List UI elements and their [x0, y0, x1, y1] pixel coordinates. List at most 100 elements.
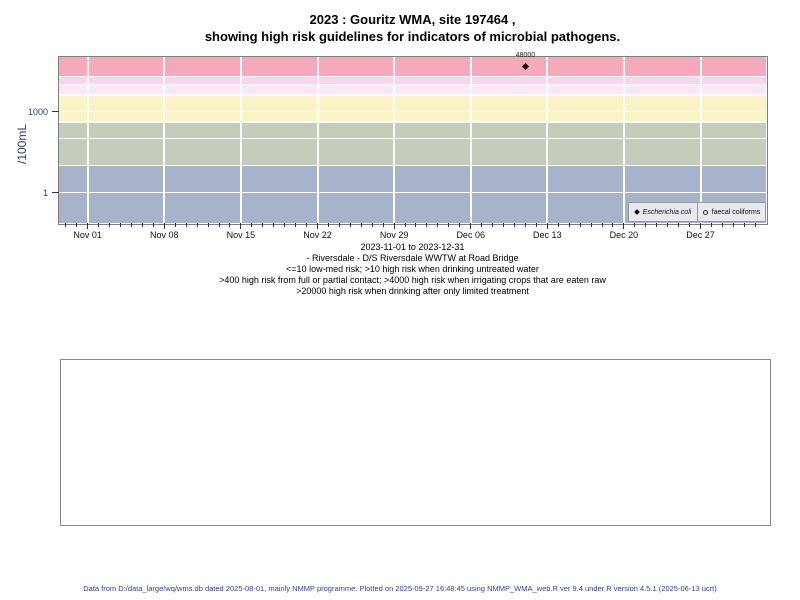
- h-gridline: [59, 121, 766, 123]
- x-axis-minor-tick: [568, 223, 570, 227]
- h-gridline: [59, 110, 766, 113]
- x-axis-minor-tick: [218, 223, 220, 227]
- x-axis-minor-tick: [754, 223, 756, 227]
- x-axis-major-tick: [623, 223, 625, 229]
- y-axis-tick: [52, 111, 59, 112]
- x-axis-minor-tick: [645, 223, 647, 227]
- x-axis-minor-tick: [710, 223, 712, 227]
- x-axis-minor-tick: [295, 223, 297, 227]
- x-axis-minor-tick: [251, 223, 253, 227]
- x-axis-minor-tick: [338, 223, 340, 227]
- open-circle-icon: [702, 209, 708, 215]
- x-axis-minor-tick: [185, 223, 187, 227]
- x-axis-minor-tick: [382, 223, 384, 227]
- x-axis-minor-tick: [524, 223, 526, 227]
- legend-label-faecal-coliforms: faecal coliforms: [711, 208, 761, 216]
- h-gridline: [59, 75, 766, 78]
- y-axis-tick-label: 1000: [27, 106, 48, 117]
- legend: Escherichia coli faecal coliforms: [628, 202, 766, 222]
- filled-diamond-icon: [633, 209, 640, 215]
- legend-item-escherichia-coli: Escherichia coli: [628, 202, 697, 222]
- risk-band: [59, 57, 766, 77]
- empty-second-panel: [60, 359, 771, 526]
- x-axis-minor-tick: [98, 223, 100, 227]
- chart-title-line1: 2023 : Gouritz WMA, site 197464 ,: [309, 12, 516, 27]
- x-axis-minor-tick: [327, 223, 329, 227]
- x-axis-minor-tick: [262, 223, 264, 227]
- x-axis-minor-tick: [174, 223, 176, 227]
- risk-band: [59, 122, 766, 166]
- chart-title-line2: showing high risk guidelines for indicat…: [204, 29, 621, 44]
- v-gridline: [622, 57, 625, 223]
- data-point-diamond: [521, 62, 529, 70]
- x-axis-minor-tick: [503, 223, 505, 227]
- x-axis-minor-tick: [448, 223, 450, 227]
- x-axis-tick-label: Dec 06: [456, 230, 485, 240]
- v-gridline: [239, 57, 242, 223]
- x-axis-major-tick: [163, 223, 165, 229]
- x-axis-minor-tick: [721, 223, 723, 227]
- y-axis-tick-label: 1: [42, 187, 48, 198]
- caption-guideline-3: >20000 high risk when drinking after onl…: [296, 286, 529, 296]
- x-axis-minor-tick: [678, 223, 680, 227]
- x-axis-minor-tick: [371, 223, 373, 227]
- legend-item-faecal-coliforms: faecal coliforms: [697, 202, 766, 222]
- x-axis-minor-tick: [76, 223, 78, 227]
- x-axis-tick-label: Nov 29: [379, 230, 409, 240]
- x-axis-tick-label: Dec 27: [686, 230, 715, 240]
- x-axis-major-tick: [317, 223, 318, 229]
- x-axis-major-tick: [546, 223, 548, 229]
- x-axis-minor-tick: [481, 223, 483, 227]
- x-axis-minor-tick: [109, 223, 111, 227]
- x-axis-minor-tick: [437, 223, 439, 227]
- h-gridline: [59, 94, 766, 96]
- risk-band: [59, 95, 766, 123]
- x-axis-tick-label: Dec 20: [609, 230, 639, 240]
- v-gridline: [546, 57, 549, 223]
- x-axis-minor-tick: [459, 223, 461, 227]
- x-axis-minor-tick: [535, 223, 537, 227]
- x-axis-minor-tick: [667, 223, 669, 227]
- legend-label-escherichia-coli: Escherichia coli: [642, 208, 692, 216]
- h-gridline: [59, 137, 766, 140]
- x-axis-minor-tick: [196, 223, 198, 227]
- caption-block: 2023-11-01 to 2023-12-31 - Riversdale - …: [59, 242, 766, 297]
- x-axis-minor-tick: [349, 223, 351, 227]
- x-axis-minor-tick: [65, 223, 67, 227]
- x-axis-major-tick: [393, 223, 395, 229]
- h-gridline: [59, 164, 766, 167]
- x-axis-tick-label: Nov 22: [303, 230, 332, 240]
- x-axis-minor-tick: [415, 223, 417, 227]
- x-axis-minor-tick: [492, 223, 494, 227]
- x-axis-minor-tick: [557, 223, 559, 227]
- x-axis-major-tick: [470, 223, 472, 229]
- x-axis-minor-tick: [579, 223, 581, 227]
- x-axis-minor-tick: [130, 223, 132, 227]
- caption-date-range: 2023-11-01 to 2023-12-31: [360, 242, 465, 252]
- risk-band: [59, 84, 766, 96]
- x-axis-minor-tick: [360, 223, 362, 227]
- plot-frame: [58, 56, 768, 225]
- x-axis-tick-label: Dec 13: [533, 230, 562, 240]
- x-axis-minor-tick: [689, 223, 691, 227]
- y-axis-tick: [52, 192, 59, 193]
- x-axis-minor-tick: [141, 223, 143, 227]
- x-axis-minor-tick: [404, 223, 406, 227]
- x-axis-minor-tick: [732, 223, 734, 227]
- h-gridline: [59, 83, 766, 86]
- v-gridline: [393, 57, 396, 223]
- footer-provenance-text: Data from D:/data_large/wq/wms.db dated …: [83, 584, 717, 593]
- x-axis-minor-tick: [207, 223, 209, 227]
- x-axis-major-tick: [87, 223, 89, 229]
- v-gridline: [699, 57, 702, 223]
- x-axis-major-tick: [700, 223, 701, 229]
- v-gridline: [163, 57, 166, 223]
- x-axis-minor-tick: [590, 223, 592, 227]
- caption-site-description: - Riversdale - D/S Riversdale WWTW at Ro…: [306, 253, 519, 263]
- x-axis-minor-tick: [120, 223, 122, 227]
- v-gridline: [316, 57, 319, 223]
- x-axis-minor-tick: [612, 223, 614, 227]
- x-axis-minor-tick: [273, 223, 275, 227]
